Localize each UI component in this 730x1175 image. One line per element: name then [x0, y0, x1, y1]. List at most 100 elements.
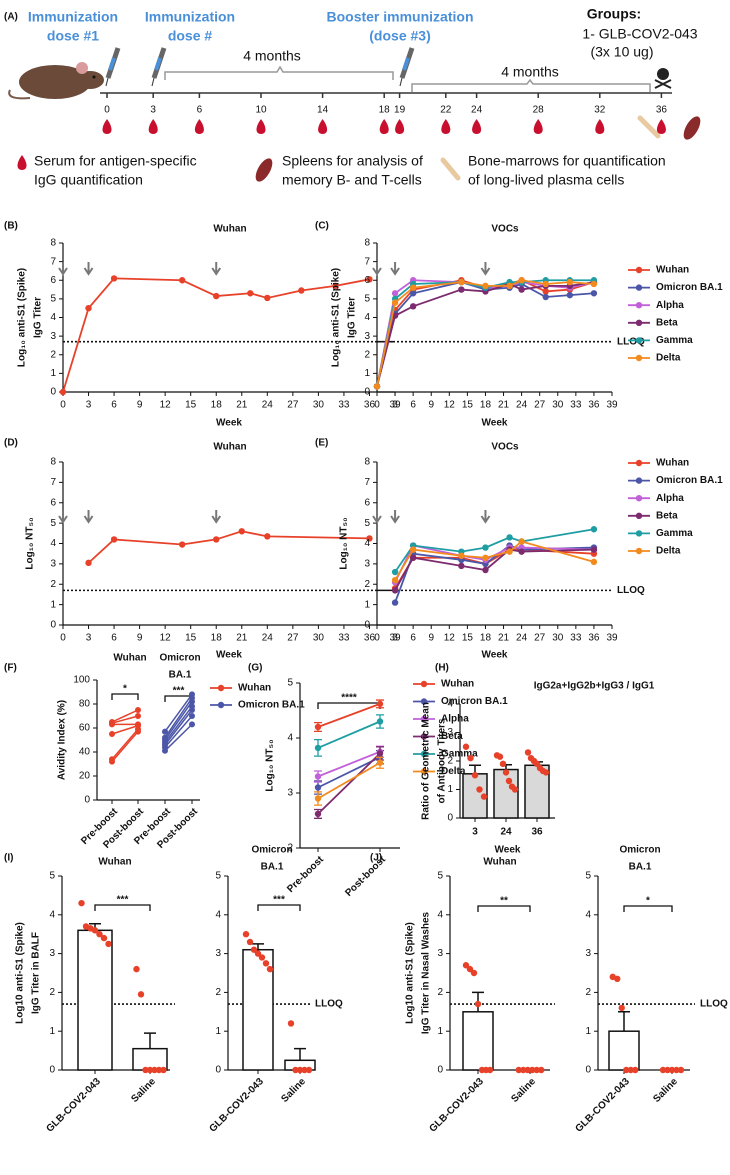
data-point [135, 721, 141, 728]
syringe-needle [151, 77, 155, 87]
data-point [409, 284, 417, 291]
data-point [467, 754, 474, 762]
y-tick-label: 3 [364, 559, 370, 570]
x-tick-label: 24 [262, 400, 274, 411]
x-tick-label: Pre-boost [285, 854, 326, 895]
legend-marker [420, 733, 428, 740]
data-point [566, 278, 574, 286]
timeline-week: 32 [594, 105, 606, 116]
y-tick-label: 5 [50, 294, 56, 305]
spleen-icon [255, 158, 273, 182]
blood-drop [148, 119, 158, 134]
syringe-fluid [108, 57, 116, 71]
legend-label: Wuhan [656, 458, 689, 469]
chart-title: Wuhan [483, 857, 516, 868]
y-tick-label: 5 [287, 678, 293, 689]
pair-line [164, 715, 193, 748]
crossbones [654, 79, 672, 89]
data-point [506, 282, 513, 290]
pair-line [164, 705, 193, 743]
error-bar [252, 943, 264, 950]
x-tick-label: 24 [516, 633, 528, 644]
dose-label: Booster immunization [326, 9, 473, 25]
x-axis-label: Week [482, 650, 508, 661]
data-point [482, 282, 489, 290]
data-point [632, 1066, 639, 1074]
data-point [486, 1066, 494, 1074]
x-tick-label: 3 [86, 400, 92, 411]
data-point [376, 750, 384, 757]
legend-marker [635, 530, 643, 537]
bone-icon [440, 157, 461, 181]
mouse-icon [8, 62, 104, 100]
y-axis-label: Log₁₀ NT₅₀ [25, 517, 36, 569]
data-point [391, 290, 399, 297]
y-tick-label: 5 [215, 871, 221, 882]
interval-label: 4 months [501, 64, 559, 80]
data-point [474, 1000, 482, 1008]
x-tick-label: GLB-COV2-043 [574, 1076, 633, 1135]
data-point [590, 280, 598, 288]
data-point [502, 769, 510, 776]
y-tick-label: 4 [49, 909, 55, 920]
x-tick-label: 30 [313, 633, 325, 644]
x-tick-label: 6 [111, 633, 117, 644]
x-axis-label: Week [495, 845, 521, 856]
legend-marker [635, 547, 643, 555]
dose-arrow [211, 262, 222, 276]
y-tick-label: 0 [585, 1065, 591, 1076]
x-tick-label: 24 [262, 633, 274, 644]
dose-arrow [372, 510, 382, 524]
data-point [482, 554, 489, 561]
x-tick-label: 18 [480, 633, 492, 644]
x-tick-label: 27 [287, 400, 299, 411]
x-tick-label: 3 [86, 633, 92, 644]
chart-title: Omicron [251, 845, 292, 856]
significance-bracket [477, 905, 531, 912]
legend-label: Delta [441, 766, 466, 777]
y-tick-label: 4 [215, 909, 221, 920]
legend-marker [635, 266, 643, 274]
panel-label: (I) [4, 853, 13, 864]
mouse-head [76, 71, 104, 89]
y-tick-label: 3 [50, 559, 56, 570]
panel-label: (H) [435, 663, 449, 674]
dose-arrow [58, 262, 68, 276]
data-point [409, 554, 417, 561]
pair-line [111, 709, 139, 723]
dose-arrow [372, 262, 382, 276]
data-point [533, 1066, 540, 1074]
x-tick-label: 36 [588, 633, 600, 644]
legend-label: Omicron BA.1 [238, 700, 305, 711]
blood-drop [441, 119, 451, 134]
data-point [409, 303, 417, 310]
significance-label: *** [117, 895, 129, 906]
data-point [85, 304, 92, 312]
significance-label: *** [273, 895, 285, 906]
mouse-body [19, 65, 91, 99]
y-axis-label: Log₁₀ NT₅₀ [265, 739, 276, 791]
legend-marker [635, 319, 643, 326]
panel-label: (G) [248, 663, 262, 674]
data-point [301, 1066, 308, 1074]
dose-arrow [58, 510, 68, 524]
chart-title: Omicron [619, 845, 660, 856]
y-tick-label: 5 [437, 871, 443, 882]
y-tick-label: 40 [79, 747, 91, 758]
data-point [162, 728, 168, 735]
data-point [142, 1066, 149, 1074]
bar [132, 1047, 168, 1071]
legend-marker [635, 495, 643, 502]
x-tick-label: 24 [500, 827, 512, 838]
y-tick-label: 1 [364, 599, 370, 610]
data-point [366, 535, 373, 542]
panel-label: (J) [370, 853, 382, 864]
y-axis-label: Log10 anti-S1 (Spike) [405, 922, 416, 1024]
y-tick-label: 2 [364, 579, 370, 590]
y-tick-label: 1 [49, 1026, 55, 1037]
bone-icon [637, 115, 661, 139]
data-point [518, 548, 525, 555]
x-tick-label: 30 [552, 633, 564, 644]
significance-label: * [123, 684, 127, 695]
